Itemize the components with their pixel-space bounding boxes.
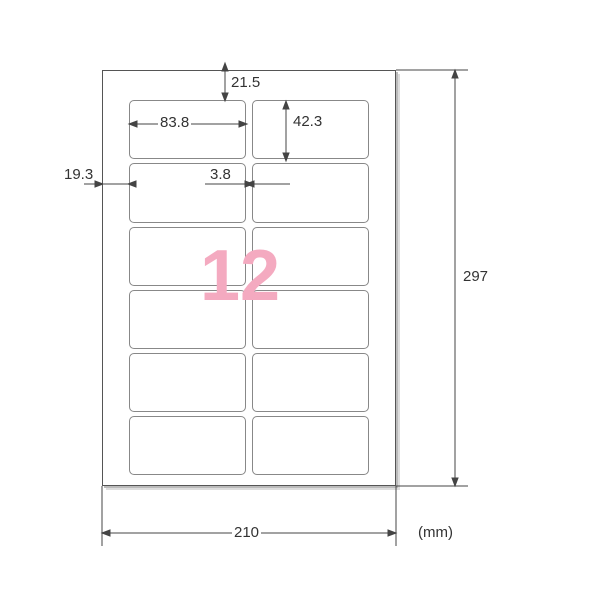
label-cell	[129, 353, 246, 412]
label-count: 12	[200, 235, 280, 317]
diagram-stage: 12	[0, 0, 598, 598]
dim-sheet-height: 297	[463, 268, 488, 285]
label-cell	[252, 416, 369, 475]
dim-left-margin: 19.3	[64, 166, 93, 183]
label-cell	[252, 353, 369, 412]
dim-cell-height: 42.3	[293, 113, 322, 130]
unit-label: (mm)	[418, 524, 453, 541]
dim-cell-width: 83.8	[158, 114, 191, 131]
dim-sheet-width: 210	[232, 524, 261, 541]
dim-top-margin: 21.5	[231, 74, 260, 91]
label-cell	[252, 163, 369, 222]
label-cell	[129, 416, 246, 475]
dim-gutter: 3.8	[210, 166, 231, 183]
